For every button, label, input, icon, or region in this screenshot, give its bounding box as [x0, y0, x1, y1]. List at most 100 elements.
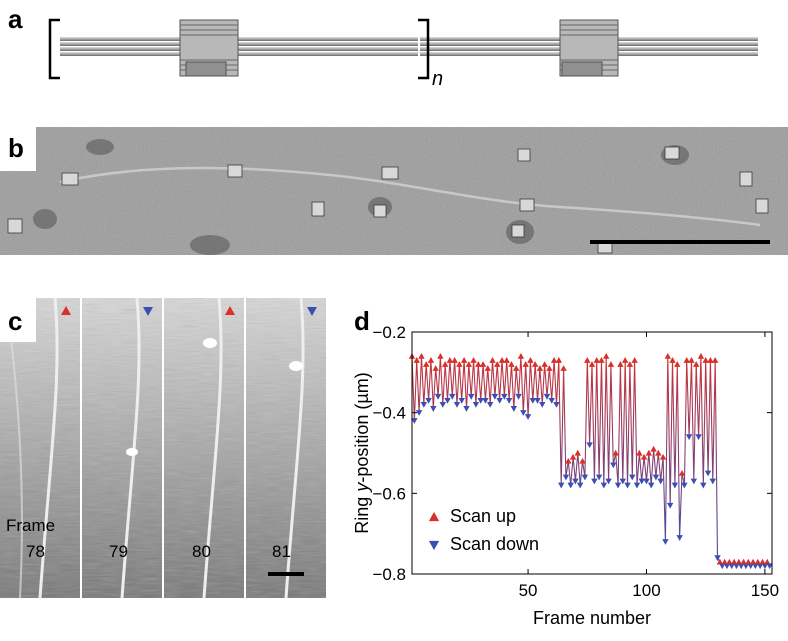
label-backdrop [0, 127, 36, 171]
scan-down-point [709, 478, 716, 485]
scan-up-point [626, 361, 634, 367]
scan-down-point [444, 397, 451, 404]
scan-up-point [437, 353, 444, 359]
label-backdrop [0, 298, 36, 342]
scan-down-point [614, 482, 622, 489]
scan-up-point [427, 357, 435, 363]
scan-down-point [605, 478, 612, 485]
y-tick-label: −0.4 [372, 404, 406, 423]
scan-down-point [567, 482, 574, 489]
scan-down-point [472, 402, 480, 408]
scan-up-point [707, 357, 714, 363]
scan-down-point [619, 478, 626, 485]
scan-down-point [539, 402, 546, 408]
frame-number-78: 78 [26, 542, 45, 561]
scan-down-point [515, 393, 522, 400]
nanotube-filament [59, 166, 761, 227]
scan-down-point [548, 397, 555, 404]
scan-up-point [569, 453, 577, 460]
scan-up-point [735, 558, 743, 565]
scan-up-point [527, 357, 534, 363]
scan-up-point [683, 357, 690, 363]
scan-up-point [479, 361, 487, 367]
frame-number-81: 81 [272, 542, 291, 561]
panel-c-label: c [8, 306, 23, 336]
scan-up-point [446, 357, 454, 363]
scan-up-point [764, 558, 771, 565]
frame-number-80: 80 [192, 542, 211, 561]
scan-up-point [631, 357, 638, 363]
scan-down-marker-icon [307, 307, 317, 316]
scan-up-point [574, 449, 581, 456]
panel-c: c Frame 78 79 80 81 [0, 297, 332, 599]
scan-down-point [449, 393, 456, 400]
scan-down-point [714, 555, 721, 562]
scan-down-point [733, 563, 740, 570]
scan-up-point [441, 361, 449, 367]
scan-up-point [465, 361, 473, 367]
repeat-symbol: n [432, 68, 444, 90]
scan-down-marker-icon [143, 307, 153, 316]
scan-up-point [645, 449, 653, 456]
scan-up-marker-icon [225, 306, 235, 315]
scan-down-point [562, 474, 570, 481]
scan-up-point [593, 357, 600, 363]
scan-down-point [553, 402, 560, 408]
scan-down-point [681, 482, 688, 489]
scan-direction-markers [61, 306, 317, 316]
scan-down-point [453, 402, 461, 408]
scan-up-point [484, 365, 491, 371]
scan-down-point [572, 478, 579, 485]
scan-up-point [503, 357, 510, 363]
scan-down-point [648, 482, 655, 489]
scan-up-point [470, 357, 477, 363]
legend-scan-down-label: Scan down [450, 534, 539, 554]
scan-up-point [546, 365, 553, 371]
scan-up-point [726, 558, 733, 565]
ring-particles [7, 146, 769, 254]
scan-up-point [716, 558, 724, 565]
scan-up-point [759, 558, 766, 565]
scan-down-point [690, 478, 698, 485]
scan-down-point [434, 393, 442, 400]
scan-up-point [541, 361, 548, 367]
scan-up-point [508, 361, 515, 367]
scan-up-point [659, 453, 667, 460]
scan-up-point [560, 365, 567, 371]
scan-up-point [494, 361, 501, 367]
scan-down-point [652, 474, 660, 481]
scan-down-point [629, 474, 636, 481]
scan-up-point [730, 558, 738, 565]
scan-down-point [458, 397, 465, 404]
frame-80 [164, 297, 244, 599]
scan-up-marker-icon [61, 306, 71, 315]
x-axis-label: Frame number [533, 608, 651, 628]
scan-down-point [411, 418, 418, 424]
ring-right [559, 19, 619, 77]
scan-down-point [477, 397, 484, 404]
scan-down-point [719, 563, 726, 570]
tem-micrograph [0, 127, 788, 255]
scan-up-point [555, 357, 563, 363]
scan-down-point [581, 474, 589, 481]
scan-up-point [640, 453, 648, 460]
scan-up-point [517, 353, 525, 359]
scan-down-point [496, 397, 503, 404]
panel-a: a [0, 0, 788, 100]
scan-up-point [669, 357, 676, 363]
scan-up-point [531, 361, 539, 367]
scan-up-point [418, 353, 425, 359]
scan-down-point [463, 406, 470, 412]
scan-up-point [588, 361, 596, 367]
scan-down-point [501, 393, 508, 400]
scan-down-point [756, 563, 764, 570]
y-axis-label: Ring y-position (µm) [352, 372, 372, 533]
scan-down-point [671, 482, 679, 489]
y-tick-label: −0.6 [372, 484, 406, 503]
legend-scan-up-label: Scan up [450, 506, 516, 526]
scan-up-point [688, 357, 695, 363]
panel-d-label: d [354, 306, 370, 336]
scan-down-point [766, 563, 773, 570]
scan-up-point [579, 457, 586, 464]
y-tick-label: −0.8 [372, 565, 406, 584]
